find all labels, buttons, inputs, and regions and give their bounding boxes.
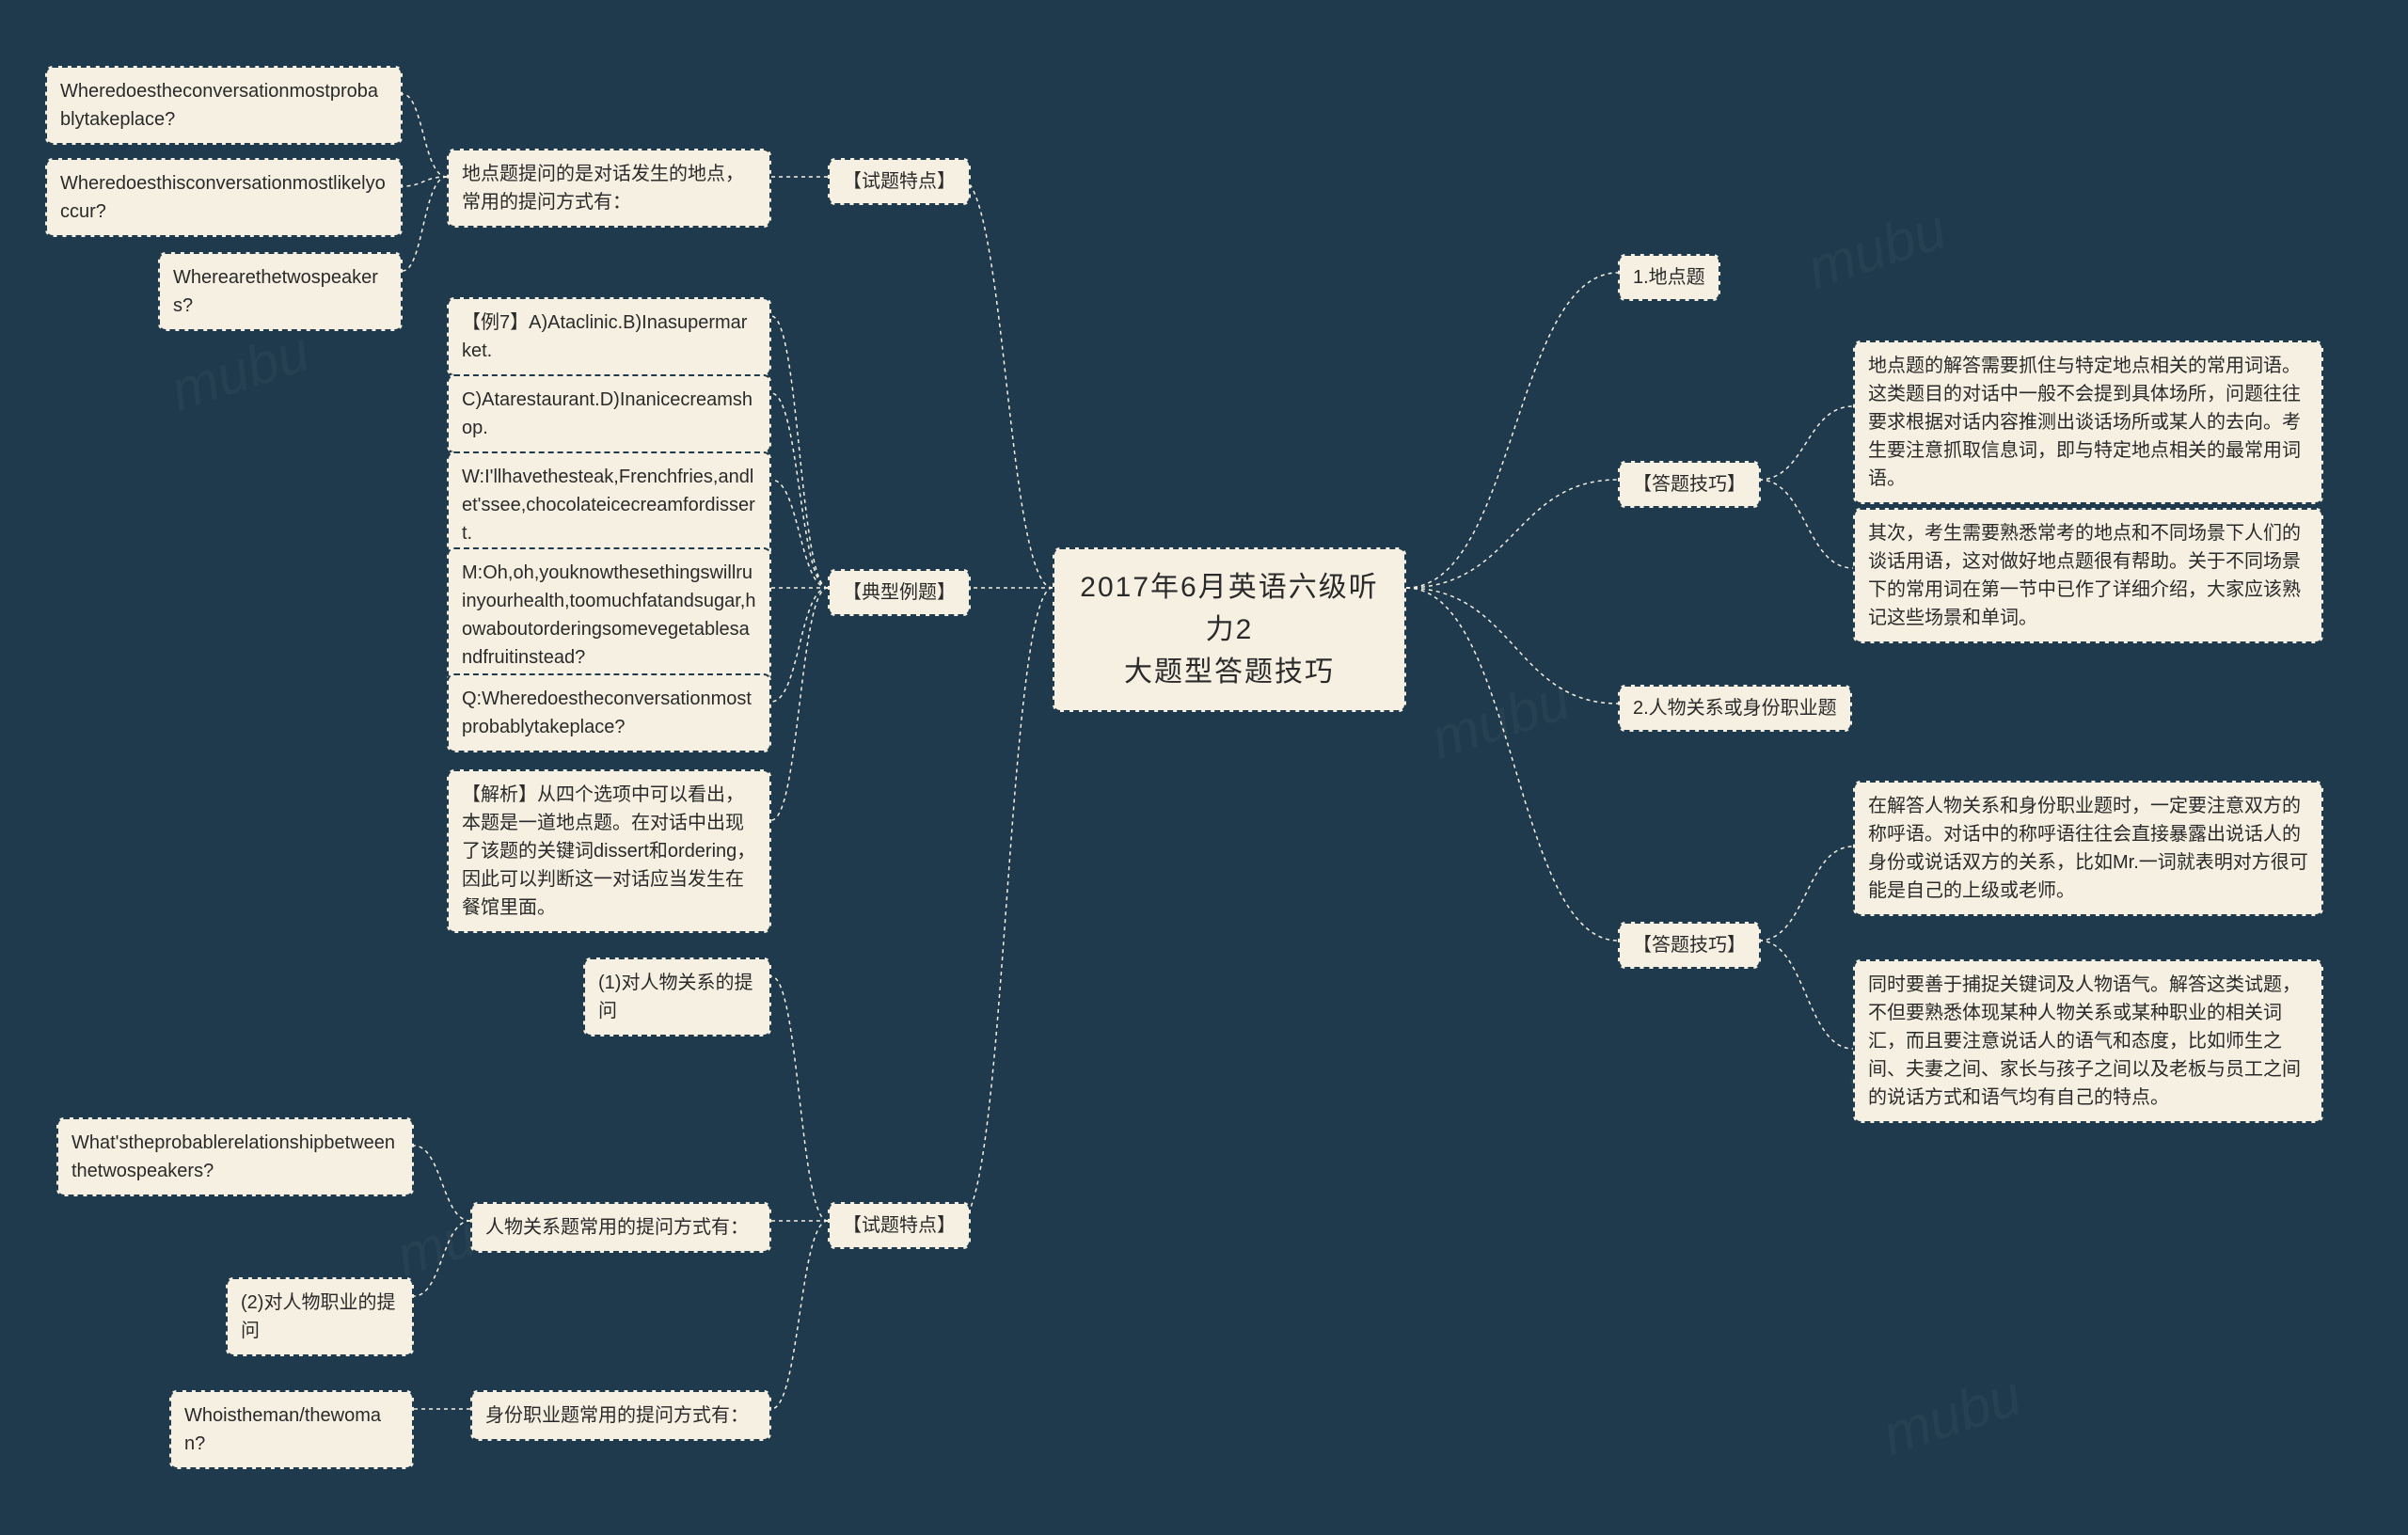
root-node: 2017年6月英语六级听力2 大题型答题技巧 [1053, 547, 1406, 712]
example-label: 【典型例题】 [828, 569, 971, 616]
feature-label-1: 【试题特点】 [828, 158, 971, 205]
watermark: mubu [163, 318, 317, 423]
sub-2-question: Whoistheman/thewoman? [169, 1390, 414, 1469]
root-line1: 2017年6月英语六级听力2 [1077, 566, 1382, 651]
example-2: C)Atarestaurant.D)Inanicecreamshop. [447, 374, 771, 453]
example-3: W:I'llhavethesteak,Frenchfries,andlet'ss… [447, 451, 771, 559]
tip-label-1: 【答题技巧】 [1618, 461, 1761, 508]
sub-1: (1)对人物关系的提问 [583, 957, 771, 1037]
watermark: mubu [1423, 666, 1577, 771]
watermark: mubu [1799, 196, 1954, 301]
example-1: 【例7】A)Ataclinic.B)Inasupermarket. [447, 297, 771, 376]
feature-label-2: 【试题特点】 [828, 1202, 971, 1249]
feature-1-text: 地点题提问的是对话发生的地点，常用的提问方式有： [447, 149, 771, 228]
question-2: Wheredoesthisconversationmostlikelyoccur… [45, 158, 403, 237]
topic-1: 1.地点题 [1618, 254, 1720, 301]
tip-2b: 同时要善于捕捉关键词及人物语气。解答这类试题，不但要熟悉体现某种人物关系或某种职… [1853, 959, 2323, 1123]
example-5: Q:Wheredoestheconversationmostprobablyta… [447, 673, 771, 752]
tip-1a: 地点题的解答需要抓住与特定地点相关的常用词语。这类题目的对话中一般不会提到具体场… [1853, 340, 2323, 504]
question-3: Wherearethetwospeakers? [158, 252, 403, 331]
sub-2: (2)对人物职业的提问 [226, 1277, 414, 1356]
tip-2a: 在解答人物关系和身份职业题时，一定要注意双方的称呼语。对话中的称呼语往往会直接暴… [1853, 781, 2323, 916]
watermark: mubu [1875, 1362, 2029, 1467]
example-4: M:Oh,oh,youknowthesethingswillruinyourhe… [447, 547, 771, 683]
sub-1-question: What'stheprobablerelationshipbetweenthet… [56, 1117, 414, 1196]
sub-2-text: 身份职业题常用的提问方式有： [470, 1390, 771, 1441]
question-1: Wheredoestheconversationmostprobablytake… [45, 66, 403, 145]
tip-1b: 其次，考生需要熟悉常考的地点和不同场景下人们的谈话用语，这对做好地点题很有帮助。… [1853, 508, 2323, 643]
sub-1-text: 人物关系题常用的提问方式有： [470, 1202, 771, 1253]
tip-label-2: 【答题技巧】 [1618, 922, 1761, 969]
example-6: 【解析】从四个选项中可以看出，本题是一道地点题。在对话中出现了该题的关键词dis… [447, 769, 771, 933]
root-line2: 大题型答题技巧 [1077, 651, 1382, 693]
topic-2: 2.人物关系或身份职业题 [1618, 685, 1852, 732]
